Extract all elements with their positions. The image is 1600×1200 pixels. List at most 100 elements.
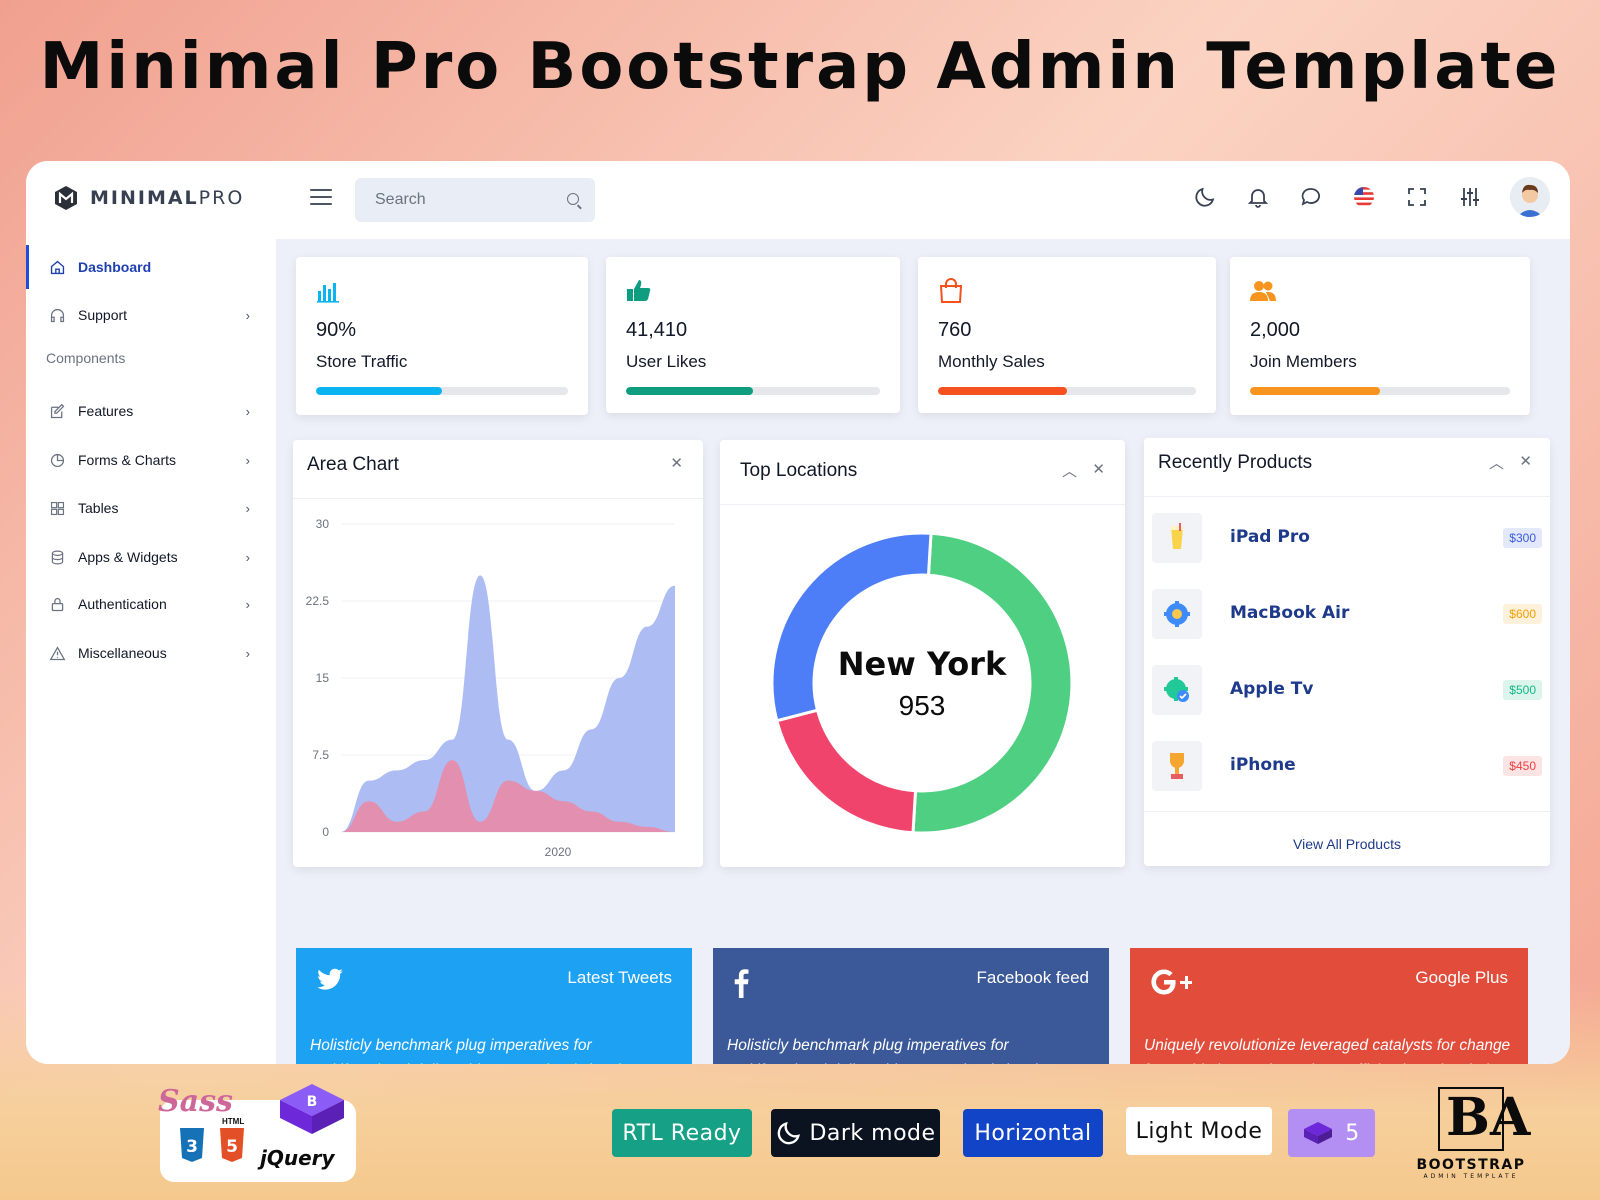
social-title: Latest Tweets	[567, 968, 672, 987]
area-chart: 30 22.5 15 7.5 0 2020	[306, 517, 675, 859]
progress-bar-fill	[626, 387, 753, 395]
sidebar-item-label: Authentication	[78, 596, 167, 612]
social-title: Google Plus	[1415, 968, 1508, 987]
badge-light-mode: Light Mode	[1126, 1107, 1272, 1155]
avatar[interactable]	[1510, 177, 1550, 217]
thumbs-up-icon	[627, 280, 651, 301]
search-icon[interactable]	[567, 193, 579, 205]
price-badge: $450	[1503, 756, 1542, 776]
stat-label: User Likes	[626, 352, 707, 371]
gear-icon	[1152, 589, 1202, 639]
html5-number: 5	[226, 1137, 238, 1157]
product-row[interactable]: Apple Tv $500	[1152, 665, 1542, 715]
hamburger-menu-icon[interactable]	[310, 189, 332, 209]
google-plus-icon[interactable]	[1150, 968, 1192, 996]
sidebar-item-label: Forms & Charts	[78, 452, 177, 468]
chevron-right-icon: ›	[245, 645, 250, 661]
stat-value: 760	[938, 319, 972, 341]
progress-bar	[938, 387, 1196, 395]
facebook-icon[interactable]	[733, 968, 749, 998]
product-name: MacBook Air	[1230, 603, 1350, 623]
drink-icon	[1152, 513, 1202, 563]
product-name: Apple Tv	[1230, 679, 1314, 699]
css3-number: 3	[186, 1137, 198, 1157]
top-locations-card: Top Locations ︿ ✕ New York 953	[720, 440, 1125, 867]
area-chart-card: Area Chart ✕ 30 22.5 15 7.5 0 2020	[293, 440, 703, 867]
chat-icon[interactable]	[1298, 185, 1323, 210]
donut-slice-0	[911, 531, 1074, 835]
sidebar-item-features[interactable]: Features ›	[26, 389, 276, 433]
chevron-up-icon[interactable]: ︿	[1061, 463, 1077, 480]
sliders-icon[interactable]	[1457, 185, 1482, 210]
sidebar-item-label: Dashboard	[78, 259, 152, 275]
svg-text:B: B	[307, 1094, 318, 1110]
bell-icon[interactable]	[1245, 185, 1270, 210]
view-all-products-link[interactable]: View All Products	[1293, 836, 1401, 852]
html-label: HTML	[222, 1117, 245, 1126]
edit-icon	[48, 402, 66, 420]
dashboard-frame: MINIMALPRO	[26, 161, 1570, 1064]
database-icon	[48, 548, 66, 566]
sidebar-item-dashboard[interactable]: Dashboard	[26, 245, 276, 289]
divider	[293, 498, 703, 499]
users-icon	[1250, 281, 1276, 301]
donut-slice-1	[774, 708, 918, 835]
search-input[interactable]	[355, 178, 595, 222]
area-series-0	[341, 575, 675, 832]
sidebar-item-authentication[interactable]: Authentication ›	[26, 582, 276, 626]
sidebar-item-apps-widgets[interactable]: Apps & Widgets ›	[26, 535, 276, 579]
price-badge: $600	[1503, 604, 1542, 624]
social-card-google-plus: Google Plus Uniquely revolutionize lever…	[1130, 948, 1528, 1064]
stat-label: Store Traffic	[316, 352, 408, 371]
sidebar-item-label: Support	[78, 307, 128, 323]
sidebar-item-support[interactable]: Support ›	[26, 293, 276, 337]
sidebar-item-tables[interactable]: Tables ›	[26, 486, 276, 530]
bootstrap-admin-logo: BA BOOTSTRAP ADMIN TEMPLATE	[1416, 1087, 1530, 1187]
twitter-icon[interactable]	[316, 968, 344, 992]
main-content: 90% Store Traffic 41,410 User Likes 760 …	[276, 239, 1570, 1064]
chevron-right-icon: ›	[245, 549, 250, 565]
moon-icon	[778, 1121, 801, 1145]
sidebar-section-components: Components	[46, 350, 126, 366]
progress-bar-fill	[1250, 387, 1380, 395]
progress-bar-fill	[938, 387, 1067, 395]
social-title: Facebook feed	[976, 968, 1089, 987]
close-icon[interactable]: ✕	[1092, 461, 1105, 478]
chevron-up-icon[interactable]: ︿	[1488, 455, 1504, 472]
product-row[interactable]: MacBook Air $600	[1152, 589, 1542, 639]
sidebar-item-miscellaneous[interactable]: Miscellaneous ›	[26, 631, 276, 675]
donut-slice-2	[770, 531, 933, 723]
sidebar: Dashboard Support › Components Features …	[26, 239, 276, 1064]
stat-value: 90%	[316, 319, 357, 341]
y-tick-label: 22.5	[306, 594, 330, 608]
close-icon[interactable]: ✕	[1519, 453, 1532, 470]
sidebar-item-forms-charts[interactable]: Forms & Charts ›	[26, 438, 276, 482]
donut-chart: New York 953	[770, 531, 1074, 835]
progress-bar-fill	[316, 387, 442, 395]
progress-bar	[1250, 387, 1510, 395]
badge-bootstrap-5: 5	[1288, 1109, 1375, 1157]
product-row[interactable]: iPhone $450	[1152, 741, 1542, 791]
donut-center-label: New York	[838, 645, 1007, 683]
search-box	[355, 178, 595, 222]
chevron-right-icon: ›	[245, 452, 250, 468]
badge-dark-mode: Dark mode	[771, 1109, 940, 1157]
us-flag-icon[interactable]	[1351, 185, 1376, 210]
y-tick-label: 7.5	[312, 748, 329, 762]
fullscreen-icon[interactable]	[1404, 185, 1429, 210]
pie-icon	[48, 451, 66, 469]
divider	[1144, 811, 1550, 812]
brand-logo[interactable]: MINIMALPRO	[54, 185, 244, 211]
product-row[interactable]: iPad Pro $300	[1152, 513, 1542, 563]
chevron-right-icon: ›	[245, 307, 250, 323]
stat-card-store-traffic: 90% Store Traffic	[296, 257, 588, 415]
card-title: Top Locations	[740, 460, 858, 481]
moon-icon[interactable]	[1192, 185, 1217, 210]
sidebar-item-label: Features	[78, 403, 134, 419]
close-icon[interactable]: ✕	[670, 455, 683, 472]
chevron-right-icon: ›	[245, 500, 250, 516]
logo-mark-icon	[55, 186, 77, 210]
sidebar-item-label: Apps & Widgets	[78, 549, 178, 565]
bar-chart-icon	[317, 283, 339, 303]
price-badge: $500	[1503, 680, 1542, 700]
